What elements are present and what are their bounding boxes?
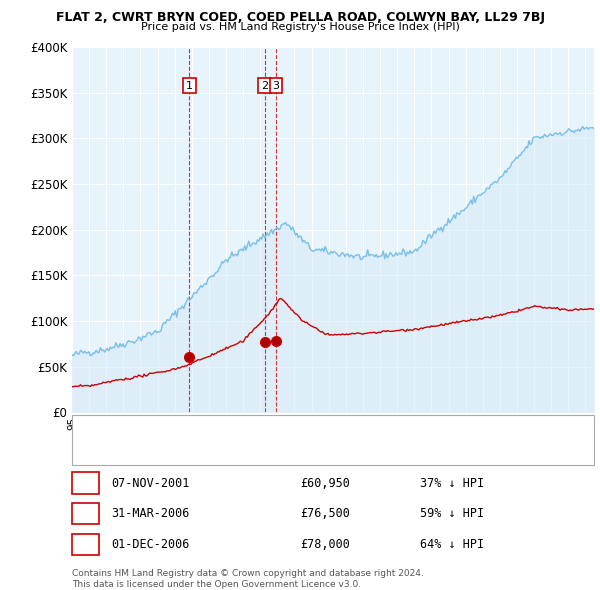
Text: 07-NOV-2001: 07-NOV-2001	[111, 477, 190, 490]
Text: 31-MAR-2006: 31-MAR-2006	[111, 507, 190, 520]
Text: 64% ↓ HPI: 64% ↓ HPI	[420, 538, 484, 551]
Text: £78,000: £78,000	[300, 538, 350, 551]
Text: ——: ——	[78, 421, 106, 435]
Text: ——: ——	[78, 445, 106, 459]
Text: £60,950: £60,950	[300, 477, 350, 490]
Text: FLAT 2, CWRT BRYN COED, COED PELLA ROAD, COLWYN BAY, LL29 7BJ: FLAT 2, CWRT BRYN COED, COED PELLA ROAD,…	[56, 11, 545, 24]
Text: 1: 1	[82, 477, 89, 490]
Text: 3: 3	[272, 80, 280, 90]
Text: 2: 2	[261, 80, 268, 90]
Text: £76,500: £76,500	[300, 507, 350, 520]
Text: 37% ↓ HPI: 37% ↓ HPI	[420, 477, 484, 490]
Text: Contains HM Land Registry data © Crown copyright and database right 2024.
This d: Contains HM Land Registry data © Crown c…	[72, 569, 424, 589]
Text: FLAT 2, CWRT BRYN COED, COED PELLA ROAD, COLWYN BAY, LL29 7BJ (detached house: FLAT 2, CWRT BRYN COED, COED PELLA ROAD,…	[111, 423, 549, 433]
Text: 3: 3	[82, 538, 89, 551]
Text: 2: 2	[82, 507, 89, 520]
Text: 01-DEC-2006: 01-DEC-2006	[111, 538, 190, 551]
Text: HPI: Average price, detached house, Conwy: HPI: Average price, detached house, Conw…	[111, 447, 329, 457]
Text: 59% ↓ HPI: 59% ↓ HPI	[420, 507, 484, 520]
Text: 1: 1	[186, 80, 193, 90]
Text: Price paid vs. HM Land Registry's House Price Index (HPI): Price paid vs. HM Land Registry's House …	[140, 22, 460, 32]
